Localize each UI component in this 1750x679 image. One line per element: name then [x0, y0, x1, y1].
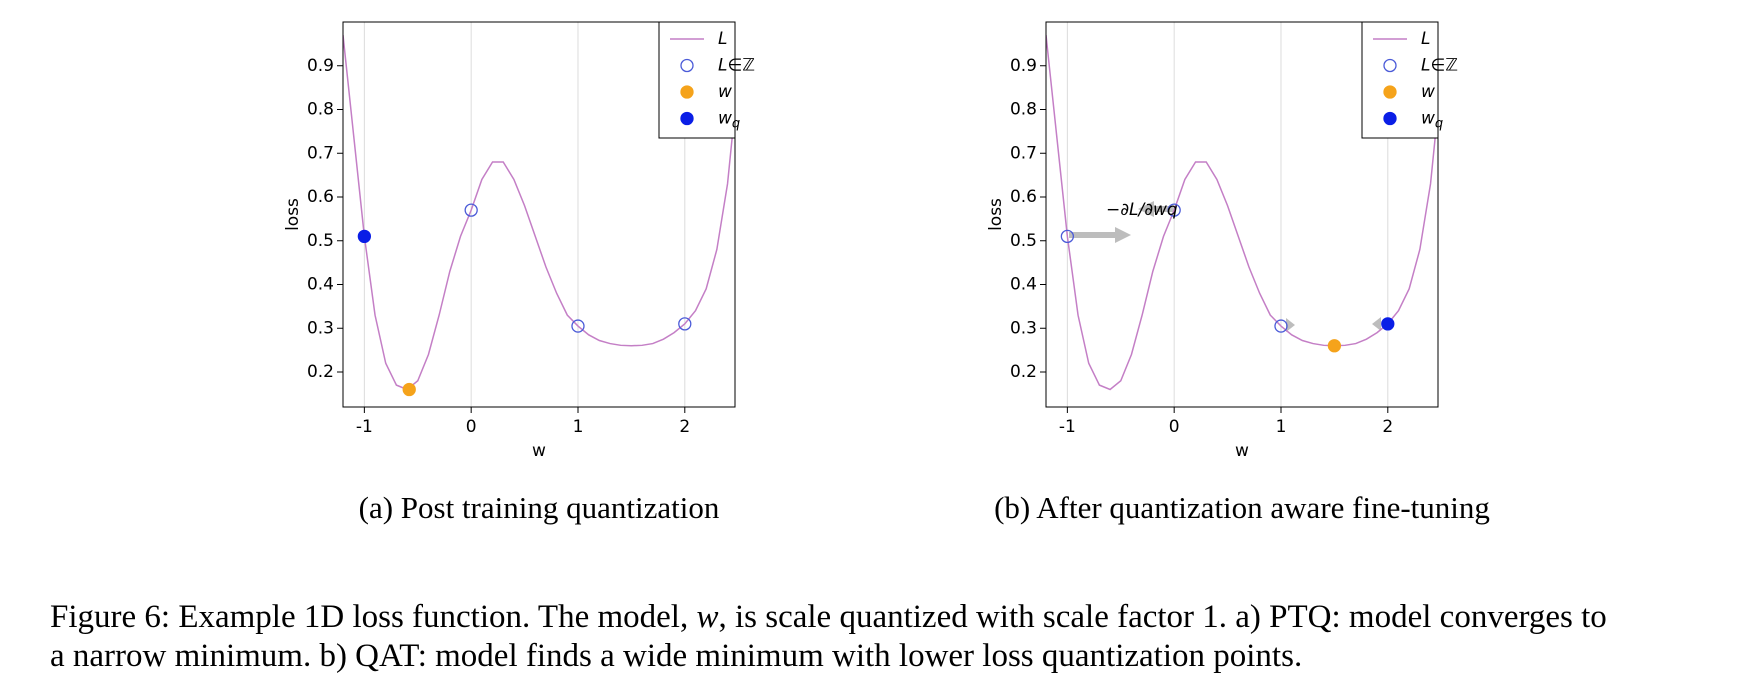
legend-label: L∈ℤ [718, 56, 755, 76]
figure-caption-line2: a narrow minimum. b) QAT: model finds a … [50, 638, 1302, 674]
legend-swatch [680, 111, 694, 126]
x-tick-label: 0 [466, 417, 477, 437]
point [402, 382, 416, 397]
x-tick-label: 2 [1382, 417, 1393, 437]
point [1381, 317, 1395, 331]
frame [342, 21, 736, 408]
y-tick-label: 0.5 [307, 231, 334, 251]
point [1274, 319, 1288, 333]
subplot-caption: (b) After quantization aware fine-tuning [994, 490, 1490, 525]
point [678, 317, 692, 331]
figure-caption-line1: Figure 6: Example 1D loss function. The … [50, 599, 1607, 635]
legend-label: L∈ℤ [1421, 56, 1458, 76]
y-tick-label: 0.4 [307, 275, 334, 295]
legend-label: wq [1421, 109, 1443, 132]
y-tick-label: 0.8 [1010, 100, 1037, 120]
x-tick-label: 1 [1276, 417, 1287, 437]
x-axis-label: w [532, 441, 546, 461]
y-tick-label: 0.2 [1010, 362, 1037, 382]
caption-part: Figure 6: Example 1D loss function. The … [50, 599, 696, 635]
arrows [1069, 201, 1381, 332]
point [571, 319, 585, 333]
y-tick-label: 0.3 [1010, 318, 1037, 338]
x-tick-label: -1 [356, 417, 373, 437]
caption-part: , is scale quantized with scale factor 1… [718, 599, 1606, 635]
y-axis-label: loss [986, 198, 1006, 231]
y-tick-label: 0.9 [307, 56, 334, 76]
y-tick-label: 0.2 [307, 362, 334, 382]
subscript: q [1435, 116, 1443, 131]
y-tick-label: 0.4 [1010, 275, 1037, 295]
legend-label: L [1421, 29, 1430, 49]
y-tick-label: 0.3 [307, 318, 334, 338]
y-tick-label: 0.5 [1010, 231, 1037, 251]
caption-part: w [696, 599, 718, 635]
y-tick-label: 0.7 [1010, 143, 1037, 163]
legend-label: L [718, 29, 727, 49]
chart: -1 0 1 2 0.2 0.3 0.4 0.5 0.6 0.7 0.8 0.9 w loss (a) Po… [283, 21, 755, 525]
x-axis-label: w [1235, 441, 1249, 461]
frame [1045, 21, 1439, 408]
legend-box [1361, 21, 1439, 139]
x-tick-label: -1 [1059, 417, 1076, 437]
legend-swatch [1383, 85, 1397, 99]
y-tick-label: 0.9 [1010, 56, 1037, 76]
legend-box [658, 21, 736, 139]
point [1167, 203, 1181, 217]
point [464, 203, 478, 217]
y-tick-label: 0.6 [307, 187, 334, 207]
y-axis-label: loss [283, 198, 303, 231]
point [1327, 339, 1342, 353]
chart: -1 0 1 2 0.2 0.3 0.4 0.5 0.6 0.7 0.8 0.9 w loss (b) Af… [986, 21, 1490, 525]
subscript: q [732, 116, 740, 131]
legend-swatch [680, 58, 694, 73]
legend-label: wq [718, 109, 740, 132]
point [1060, 229, 1075, 244]
y-tick-label: 0.6 [1010, 187, 1037, 207]
legend-swatch [1383, 58, 1397, 73]
y-tick-label: 0.7 [307, 143, 334, 163]
legend-swatch [1383, 111, 1397, 126]
legend-label: w [1421, 82, 1435, 102]
x-tick-label: 0 [1169, 417, 1180, 437]
annotation: −∂L/∂wq [1106, 200, 1178, 220]
x-tick-label: 2 [679, 417, 690, 437]
legend-swatch [680, 85, 694, 99]
legend-label: w [718, 82, 732, 102]
subplot-caption: (a) Post training quantization [359, 490, 720, 525]
y-tick-label: 0.8 [307, 100, 334, 120]
point [357, 229, 372, 244]
loss-curve [1046, 35, 1438, 391]
x-tick-label: 1 [573, 417, 584, 437]
